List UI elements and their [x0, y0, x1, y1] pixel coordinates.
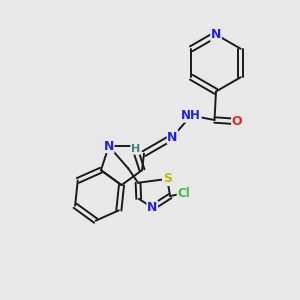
Text: N: N [211, 28, 221, 41]
Text: H: H [131, 144, 140, 154]
Text: O: O [232, 115, 242, 128]
Text: N: N [147, 201, 158, 214]
Text: NH: NH [181, 109, 201, 122]
Text: Cl: Cl [177, 187, 190, 200]
Text: N: N [103, 140, 114, 152]
Text: N: N [167, 130, 178, 144]
Text: S: S [163, 172, 172, 185]
